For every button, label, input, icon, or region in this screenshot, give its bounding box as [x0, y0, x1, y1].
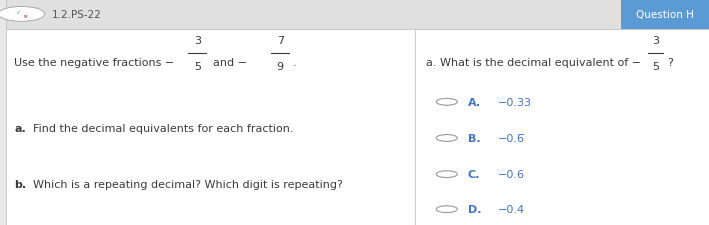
- Text: A.: A.: [468, 97, 481, 107]
- Text: 1.2.PS-22: 1.2.PS-22: [52, 10, 101, 20]
- Text: D.: D.: [468, 204, 481, 214]
- Ellipse shape: [436, 171, 457, 178]
- Text: Which is a repeating decimal? Which digit is repeating?: Which is a repeating decimal? Which digi…: [33, 180, 342, 189]
- Ellipse shape: [436, 206, 457, 213]
- Text: 3: 3: [652, 36, 659, 45]
- Text: −0.6̅: −0.6̅: [498, 133, 525, 143]
- Text: a.: a.: [14, 123, 26, 133]
- Text: 5: 5: [652, 61, 659, 71]
- Text: ✓: ✓: [15, 10, 20, 15]
- Text: 9: 9: [277, 61, 284, 71]
- Text: −0.33: −0.33: [498, 97, 532, 107]
- Text: 3: 3: [194, 36, 201, 45]
- Text: a. What is the decimal equivalent of −: a. What is the decimal equivalent of −: [425, 58, 641, 68]
- Text: ×: ×: [22, 14, 27, 19]
- Text: 7: 7: [277, 36, 284, 45]
- Text: −0.4: −0.4: [498, 204, 525, 214]
- FancyBboxPatch shape: [6, 30, 709, 225]
- Text: 5: 5: [194, 61, 201, 71]
- Text: Question H: Question H: [636, 10, 694, 20]
- FancyBboxPatch shape: [6, 0, 709, 30]
- Text: Find the decimal equivalents for each fraction.: Find the decimal equivalents for each fr…: [33, 123, 294, 133]
- Text: .: .: [293, 58, 296, 68]
- Text: Use the negative fractions −: Use the negative fractions −: [14, 58, 174, 68]
- Text: and −: and −: [213, 58, 247, 68]
- Ellipse shape: [436, 135, 457, 142]
- Text: −0.6: −0.6: [498, 169, 525, 179]
- Text: B.: B.: [468, 133, 481, 143]
- FancyBboxPatch shape: [621, 0, 709, 30]
- Circle shape: [0, 7, 45, 22]
- Ellipse shape: [436, 99, 457, 106]
- Text: C.: C.: [468, 169, 480, 179]
- Text: ?: ?: [667, 58, 673, 68]
- Text: b.: b.: [14, 180, 27, 189]
